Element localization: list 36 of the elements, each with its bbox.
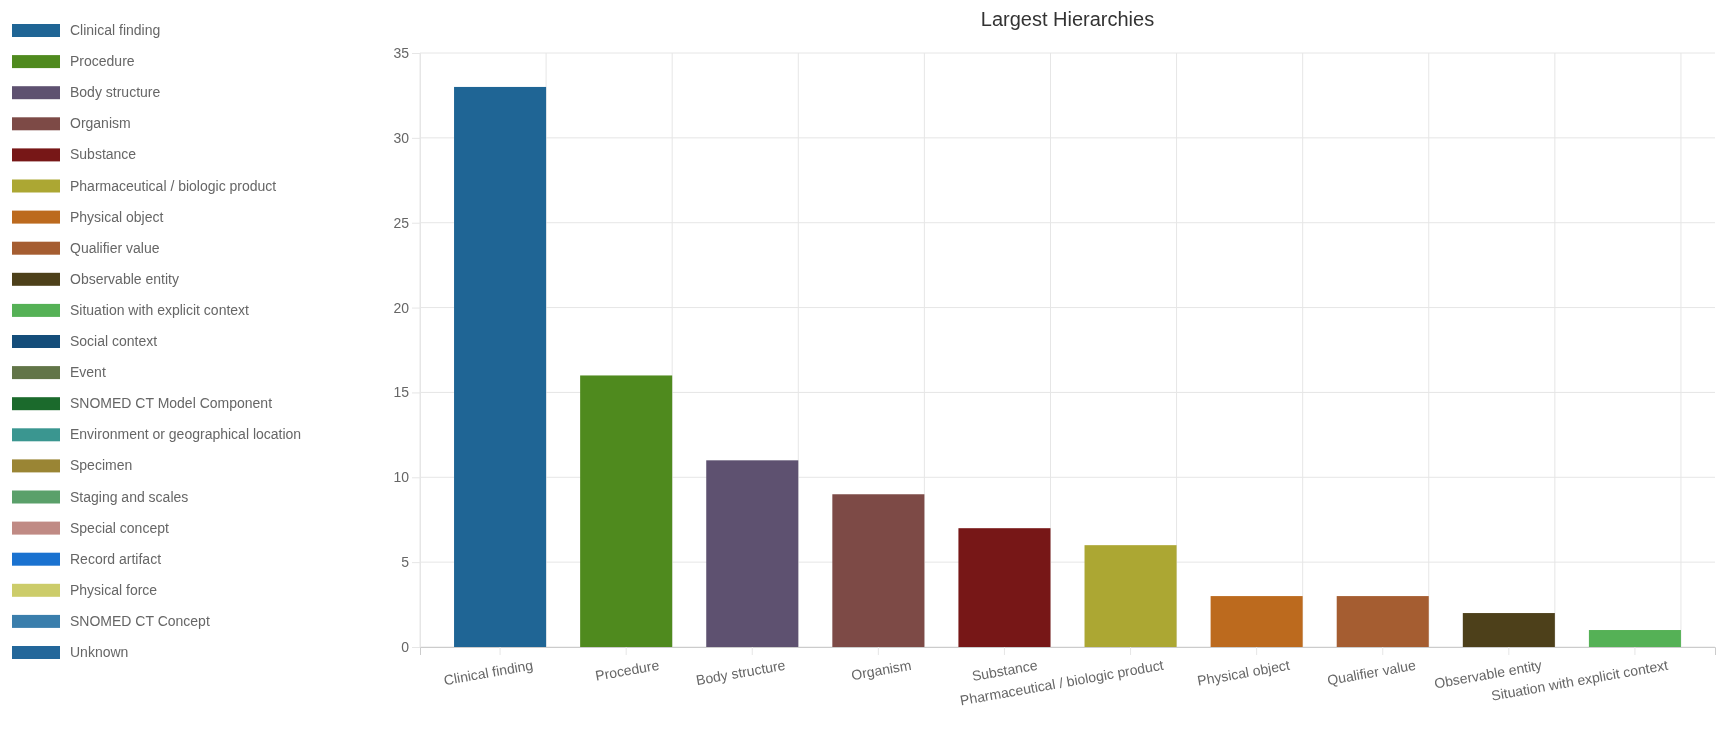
legend-label: Pharmaceutical / biologic product xyxy=(70,177,277,194)
y-tick-label: 20 xyxy=(393,299,410,316)
y-tick-label: 10 xyxy=(393,469,410,486)
y-tick-label: 35 xyxy=(393,44,410,61)
legend-label: Unknown xyxy=(70,644,129,660)
y-tick-label: 30 xyxy=(393,129,410,146)
y-tick-label: 0 xyxy=(401,638,410,655)
legend-label: Observable entity xyxy=(70,270,179,287)
x-tick-label: Physical object xyxy=(1196,656,1291,689)
legend-label: Staging and scales xyxy=(70,488,189,505)
legend-label: SNOMED CT Model Component xyxy=(70,395,273,412)
x-tick-label: Procedure xyxy=(593,656,661,684)
y-tick-label: 5 xyxy=(401,554,410,571)
legend-label: Situation with explicit context xyxy=(70,301,250,318)
y-tick-label: 25 xyxy=(393,214,410,231)
legend-label: Record artifact xyxy=(70,550,162,567)
y-tick-label: 15 xyxy=(393,384,410,401)
legend-label: Qualifier value xyxy=(70,239,160,256)
legend-label: Body structure xyxy=(70,84,161,101)
x-tick-label: Body structure xyxy=(694,656,787,689)
legend-label: Organism xyxy=(70,115,131,132)
legend-label: Special concept xyxy=(70,519,169,536)
legend-label: SNOMED CT Concept xyxy=(70,612,210,629)
legend-label: Substance xyxy=(70,146,137,163)
legend-label: Physical object xyxy=(70,208,164,225)
chart-title: Largest Hierarchies xyxy=(980,8,1155,30)
x-tick-label: Organism xyxy=(849,656,913,684)
legend-label: Social context xyxy=(70,333,158,349)
legend-label: Physical force xyxy=(70,581,158,598)
legend-label: Procedure xyxy=(70,53,135,70)
legend-label: Event xyxy=(70,364,106,381)
legend-label: Specimen xyxy=(70,457,133,474)
legend-label: Clinical finding xyxy=(70,22,161,38)
x-tick-label: Qualifier value xyxy=(1325,656,1418,689)
legend-label: Environment or geographical location xyxy=(70,426,302,443)
x-tick-label: Clinical finding xyxy=(442,656,535,689)
